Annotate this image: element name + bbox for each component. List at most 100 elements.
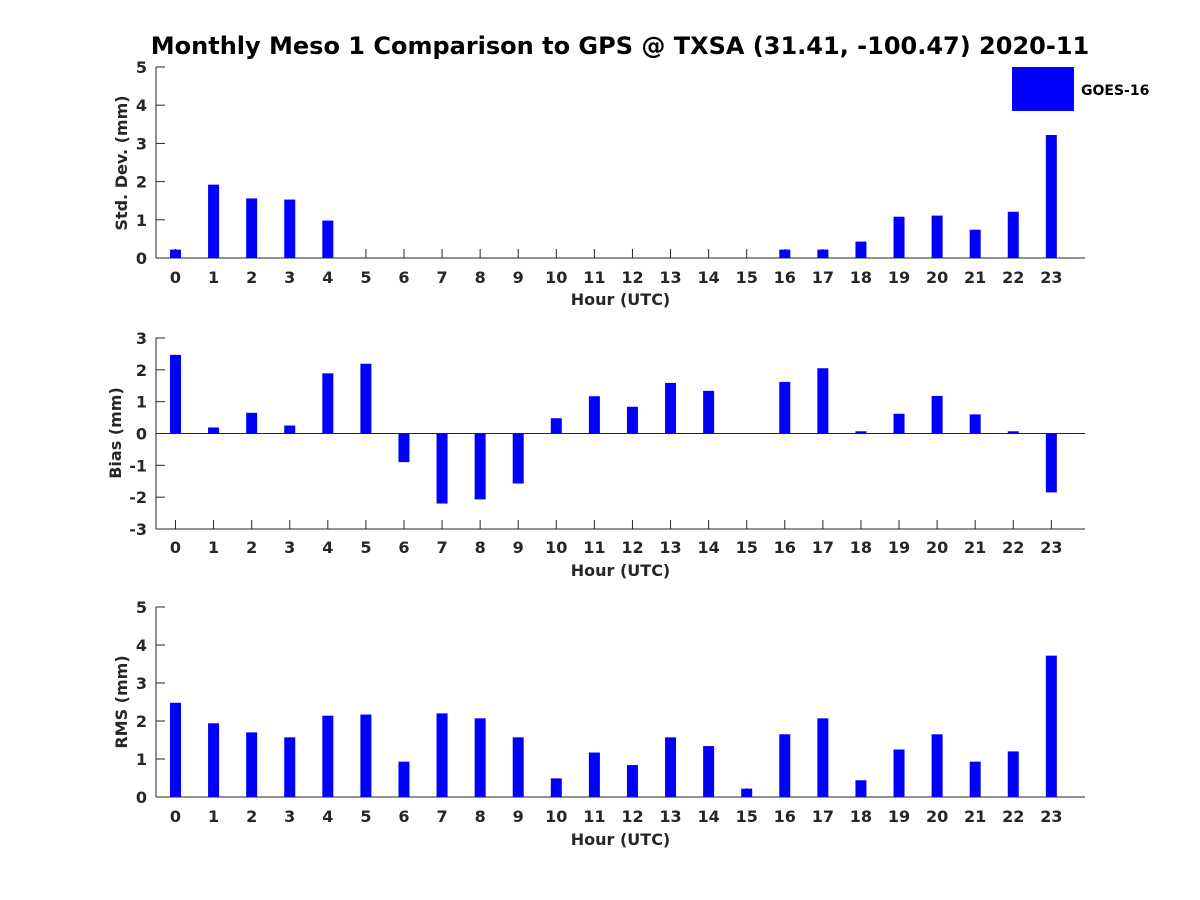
x-tick-label: 12 [621,268,643,287]
x-tick-label: 16 [774,807,796,826]
x-tick-label: 22 [1002,268,1024,287]
bar [855,241,867,258]
x-tick-label: 9 [513,538,524,557]
x-axis-label: Hour (UTC) [571,561,671,580]
x-tick-label: 12 [621,538,643,557]
figure-title: Monthly Meso 1 Comparison to GPS @ TXSA … [151,32,1089,60]
bar [1045,433,1057,493]
bar [512,737,524,797]
bar [779,249,791,258]
bar [665,382,677,434]
x-tick-label: 3 [284,538,295,557]
x-axis-label: Hour (UTC) [571,830,671,849]
y-tick-label: 4 [136,636,147,655]
x-tick-label: 2 [246,538,257,557]
bar [588,752,600,797]
x-tick-label: 22 [1002,807,1024,826]
y-axis-label: Bias (mm) [106,387,125,479]
bar [779,734,791,797]
y-tick-label: -3 [129,520,147,539]
bar [969,761,981,797]
y-tick-label: 4 [136,96,147,115]
legend: GOES-16 [1012,67,1149,111]
bar [1045,655,1057,797]
bar [474,718,486,797]
y-tick-label: 2 [136,361,147,380]
x-tick-label: 23 [1040,807,1062,826]
bar [550,778,562,797]
bar [322,715,334,797]
bar [817,718,829,797]
bar [284,737,296,797]
x-tick-label: 7 [436,807,447,826]
bar [1007,211,1019,258]
y-tick-label: 3 [136,329,147,348]
x-tick-label: 1 [208,538,219,557]
x-tick-label: 17 [812,807,834,826]
bar [398,433,410,463]
x-tick-label: 23 [1040,268,1062,287]
legend-swatch [1012,67,1074,111]
bar [893,216,905,258]
bar [474,433,486,500]
x-tick-label: 20 [926,268,948,287]
bar [969,414,981,434]
x-tick-label: 21 [964,807,986,826]
x-tick-label: 18 [850,268,872,287]
x-tick-label: 3 [284,807,295,826]
bar [893,413,905,434]
x-tick-label: 19 [888,268,910,287]
bar [703,390,715,434]
bar [284,199,296,258]
x-tick-label: 15 [736,538,758,557]
x-tick-label: 6 [398,538,409,557]
bar [208,184,220,258]
y-tick-label: 5 [136,598,147,617]
x-tick-label: 11 [583,268,605,287]
bar [817,249,829,258]
bar [779,381,791,434]
bar [855,780,867,797]
bar [550,418,562,434]
x-tick-label: 14 [697,538,719,557]
bar [1007,751,1019,797]
y-axis-label: Std. Dev. (mm) [112,95,131,230]
x-tick-label: 15 [736,268,758,287]
y-tick-label: 3 [136,134,147,153]
x-tick-label: 8 [475,268,486,287]
x-tick-label: 0 [170,538,181,557]
x-tick-label: 13 [659,268,681,287]
x-tick-label: 9 [513,268,524,287]
x-tick-label: 4 [322,807,333,826]
bar [893,749,905,797]
bar [1007,431,1019,434]
x-tick-label: 1 [208,268,219,287]
bar [360,714,372,797]
bar [1045,134,1057,258]
y-tick-label: 2 [136,173,147,192]
bar [360,363,372,434]
x-tick-label: 21 [964,268,986,287]
bar [170,249,181,258]
x-tick-label: 8 [475,807,486,826]
y-axis-label: RMS (mm) [112,655,131,748]
legend-label: GOES-16 [1081,83,1149,99]
x-tick-label: 12 [621,807,643,826]
bar [170,354,181,434]
bar [626,406,638,434]
x-tick-label: 14 [697,268,719,287]
y-tick-label: 3 [136,674,147,693]
y-tick-label: 5 [136,58,147,77]
x-tick-label: 20 [926,538,948,557]
y-tick-label: -1 [129,456,147,475]
bar [436,433,448,504]
x-tick-label: 7 [436,538,447,557]
x-tick-label: 20 [926,807,948,826]
bar [626,765,638,797]
x-tick-label: 21 [964,538,986,557]
bar [170,702,181,797]
bar [208,723,220,797]
